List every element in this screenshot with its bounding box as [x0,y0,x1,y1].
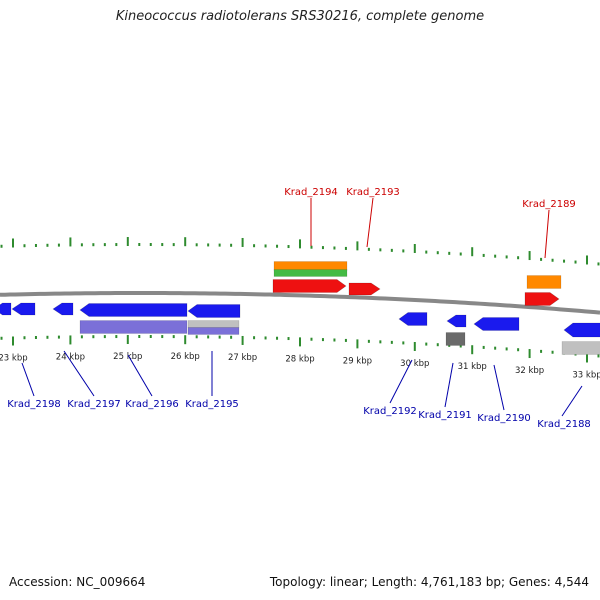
scale-label: 23 kbp [0,353,28,363]
feature-bar[interactable] [187,327,240,335]
gene-arrow[interactable] [446,314,467,328]
gene-label[interactable]: Krad_2191 [418,410,472,421]
gene-label[interactable]: Krad_2194 [284,187,338,198]
scale-label: 25 kbp [113,352,142,362]
gene-arrow[interactable] [79,303,188,317]
feature-bar[interactable] [526,275,562,289]
gene-leader-line [366,197,374,248]
gene-label[interactable]: Krad_2198 [7,399,61,410]
gene-arrow[interactable] [473,317,520,331]
gene-label[interactable]: Krad_2196 [125,399,179,410]
gene-leader-line [561,385,583,417]
scale-label: 27 kbp [228,353,257,363]
gene-arrow[interactable] [563,322,600,338]
gene-label[interactable]: Krad_2188 [537,419,591,430]
gene-label[interactable]: Krad_2195 [185,399,239,410]
feature-bar[interactable] [561,341,600,355]
feature-bar[interactable] [273,261,348,271]
scale-label: 29 kbp [343,356,372,366]
gene-arrow[interactable] [0,302,12,316]
gene-arrow[interactable] [272,279,347,293]
gene-label[interactable]: Krad_2190 [477,413,531,424]
gene-leader-line [21,362,35,397]
gene-arrow[interactable] [524,292,560,306]
gene-leader-line [493,364,505,411]
gene-leader-line [389,359,413,404]
scale-label: 26 kbp [171,352,200,362]
gene-arrow[interactable] [187,304,241,318]
topology-summary-text: Topology: linear; Length: 4,761,183 bp; … [269,575,589,589]
scale-label: 24 kbp [56,352,85,362]
genome-backbone [0,291,600,315]
gene-leader-line [127,354,153,397]
gene-arrow[interactable] [11,302,36,316]
gene-arrow[interactable] [52,302,74,316]
gene-arrow[interactable] [348,282,381,296]
accession-text: Accession: NC_009664 [9,575,146,589]
feature-bar[interactable] [273,269,348,277]
scale-label: 32 kbp [515,366,544,376]
scale-label: 33 kbp [572,370,600,380]
feature-bar[interactable] [445,332,466,346]
gene-leader-line [444,362,454,408]
feature-bar[interactable] [79,320,188,334]
gene-label[interactable]: Krad_2197 [67,399,121,410]
feature-bar[interactable] [187,320,240,328]
gene-arrow[interactable] [398,312,428,326]
scale-label: 31 kbp [458,362,487,372]
scale-label: 28 kbp [285,354,314,364]
gene-leader-line [63,350,95,397]
scale-label: 30 kbp [400,359,429,369]
gene-leader-line [544,209,550,259]
gene-label[interactable]: Krad_2189 [522,199,576,210]
gene-label[interactable]: Krad_2192 [363,406,417,417]
map-title: Kineococcus radiotolerans SRS30216, comp… [115,9,485,24]
gene-label[interactable]: Krad_2193 [346,187,400,198]
